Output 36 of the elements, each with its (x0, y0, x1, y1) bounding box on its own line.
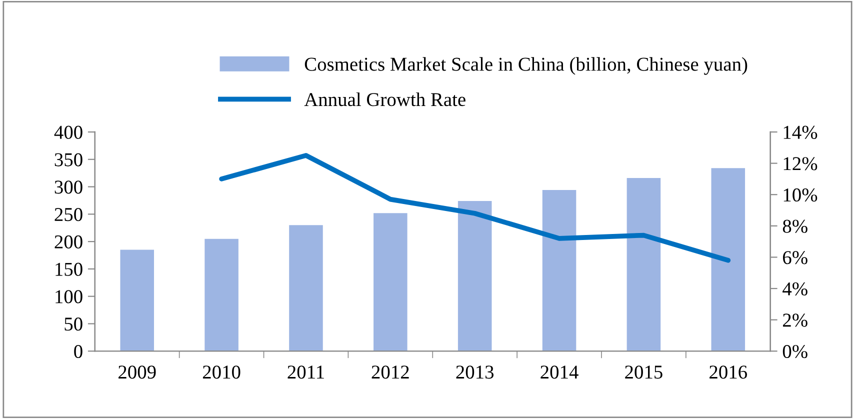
x-tick-label: 2011 (288, 366, 324, 379)
y-tick-label: 0 (74, 344, 82, 358)
legend-label: Cosmetics Market Scale in China (billion, Chinese yuan) (304, 57, 748, 75)
bar (204, 238, 238, 352)
x-tick-label: 2015 (625, 366, 662, 379)
y2-tick-label: 0% (782, 344, 808, 358)
y2-tick-label: 4% (782, 282, 808, 296)
bar (626, 178, 661, 352)
bar (711, 168, 746, 352)
y-tick-label: 300 (54, 180, 82, 194)
x-tick-label: 2014 (540, 366, 578, 379)
y-tick-label: 150 (56, 262, 82, 276)
line-series (219, 153, 731, 263)
y-tick-label: 200 (54, 235, 82, 248)
y-tick-label: 350 (54, 153, 82, 166)
bar (542, 190, 576, 352)
x-tick-label: 2013 (456, 366, 494, 379)
bar (374, 213, 408, 352)
bar (289, 225, 323, 352)
y2-tick-label: 2% (783, 314, 808, 327)
y-tick-label: 250 (54, 208, 82, 222)
y2-tick-label: 8% (782, 220, 808, 233)
y2-tick-label: 12% (784, 157, 818, 170)
legend-label: Annual Growth Rate (304, 92, 466, 106)
x-tick-label: 2016 (710, 366, 748, 379)
bar (458, 201, 492, 352)
bar (120, 250, 154, 352)
x-tick-label: 2010 (202, 366, 240, 379)
y2-tick-label: 14% (784, 126, 818, 139)
y-tick-label: 400 (54, 126, 82, 139)
y-tick-label: 50 (64, 318, 82, 331)
x-tick-label: 2012 (372, 366, 409, 379)
y2-tick-label: 6% (782, 251, 808, 264)
y-tick-label: 100 (56, 290, 82, 304)
y2-tick-label: 10% (784, 188, 818, 202)
x-tick-label: 2009 (118, 366, 156, 379)
